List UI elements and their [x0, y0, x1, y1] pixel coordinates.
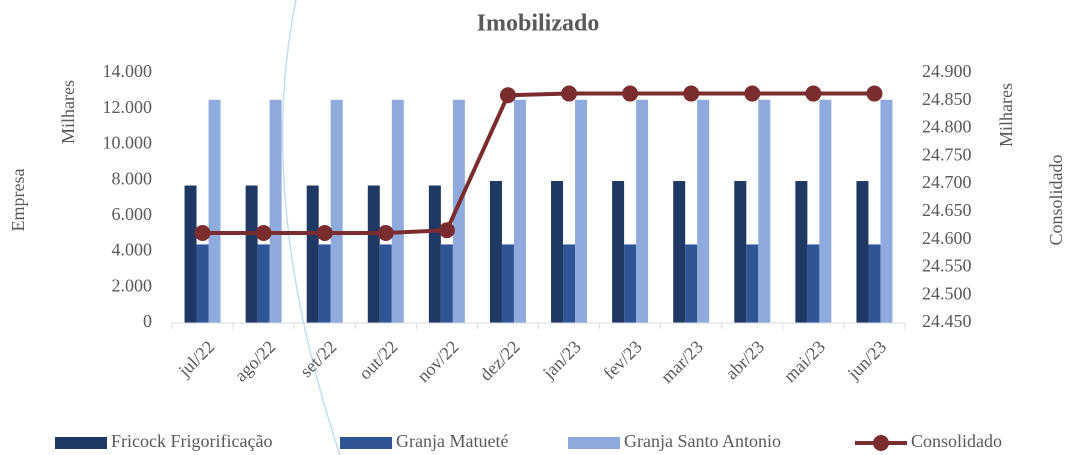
- x-tick-label: mar/23: [657, 337, 707, 387]
- line-marker: [499, 87, 516, 104]
- x-tick-label: nov/22: [413, 337, 463, 387]
- line-marker: [438, 222, 455, 239]
- y-tick-label: 8.000: [112, 168, 153, 188]
- bar: [452, 99, 465, 324]
- bar: [819, 99, 832, 324]
- legend-label: Granja Matueté: [396, 431, 508, 451]
- x-tick-label: fev/23: [599, 337, 646, 384]
- y-tick-label: 12.000: [103, 97, 153, 117]
- bar: [245, 185, 258, 323]
- x-tick-label: out/22: [355, 337, 402, 384]
- y-tick-label: 6.000: [112, 204, 153, 224]
- bar: [673, 181, 686, 323]
- y2-tick-label: 24.750: [922, 144, 972, 164]
- y2-tick-label: 24.500: [922, 283, 972, 303]
- legend-swatch: [55, 437, 107, 449]
- y2-tick-label: 24.700: [922, 172, 972, 192]
- line-marker: [561, 85, 578, 102]
- line-marker: [255, 225, 272, 241]
- line-marker: [805, 85, 822, 102]
- line-marker: [866, 85, 883, 102]
- y2-unit-label: Milhares: [996, 83, 1016, 147]
- line-marker: [744, 85, 761, 102]
- y-tick-label: 2.000: [112, 275, 153, 295]
- y2-tick-label: 24.600: [922, 228, 972, 248]
- y-unit-label: Milhares: [58, 80, 78, 144]
- bar: [807, 244, 820, 323]
- bar: [856, 181, 869, 323]
- x-tick-label: dez/22: [476, 337, 524, 385]
- line-marker: [194, 225, 211, 241]
- bar: [880, 99, 893, 324]
- y-tick-label: 10.000: [103, 133, 153, 153]
- bar: [697, 99, 710, 324]
- x-tick-label: jan/23: [538, 337, 585, 384]
- x-tick-label: ago/22: [231, 337, 280, 386]
- legend-label: Granja Santo Antonio: [624, 431, 781, 451]
- y2-tick-label: 24.450: [922, 311, 972, 331]
- bar: [440, 244, 453, 323]
- x-tick-label: mai/23: [780, 337, 829, 386]
- y2-tick-label: 24.850: [922, 89, 972, 109]
- bar: [685, 244, 698, 323]
- bar: [868, 244, 881, 323]
- y2-tick-label: 24.800: [922, 117, 972, 137]
- y-tick-label: 14.000: [103, 61, 153, 81]
- y2-tick-label: 24.550: [922, 256, 972, 276]
- line: [202, 91, 875, 235]
- x-tick-label: set/22: [296, 337, 341, 382]
- line-marker: [316, 225, 333, 241]
- bar: [734, 181, 747, 323]
- bar: [391, 99, 404, 324]
- bar: [184, 185, 197, 323]
- bar: [318, 244, 331, 323]
- bar: [636, 99, 649, 324]
- legend-swatch: [340, 437, 392, 449]
- bar: [575, 99, 588, 324]
- y2-tick-label: 24.900: [922, 61, 972, 81]
- legend-label: Fricock Frigorificação: [111, 431, 272, 451]
- x-tick-label: abr/23: [721, 337, 768, 384]
- bar: [489, 181, 502, 323]
- x-tick-label: jun/23: [843, 337, 890, 384]
- legend-label: Consolidado: [911, 431, 1002, 451]
- y-axis-label: Empresa: [8, 169, 28, 232]
- bar: [758, 99, 771, 324]
- bar: [746, 244, 759, 323]
- bar: [208, 99, 221, 324]
- bar: [257, 244, 270, 323]
- bar: [330, 99, 343, 324]
- y-tick-label: 0: [143, 311, 152, 331]
- bar: [379, 244, 392, 323]
- bar: [501, 244, 514, 323]
- bar: [513, 99, 526, 324]
- y2-tick-label: 24.650: [922, 200, 972, 220]
- y-tick-label: 4.000: [112, 240, 153, 260]
- line-marker: [377, 225, 394, 241]
- line-marker: [683, 85, 700, 102]
- bar: [196, 244, 209, 323]
- decorative-curve: [281, 0, 341, 455]
- bar: [269, 99, 282, 324]
- bar: [551, 181, 564, 323]
- bar: [624, 244, 637, 323]
- bar: [428, 185, 441, 323]
- bar: [306, 185, 319, 323]
- x-tick-label: jul/22: [174, 337, 219, 382]
- legend-swatch-marker: [873, 435, 889, 451]
- y2-axis-label: Consolidado: [1046, 154, 1066, 245]
- bar: [563, 244, 576, 323]
- legend-swatch: [568, 437, 620, 449]
- chart-title: Imobilizado: [477, 11, 600, 37]
- line-marker: [622, 85, 639, 102]
- bar: [367, 185, 380, 323]
- bar: [795, 181, 808, 323]
- bar: [612, 181, 625, 323]
